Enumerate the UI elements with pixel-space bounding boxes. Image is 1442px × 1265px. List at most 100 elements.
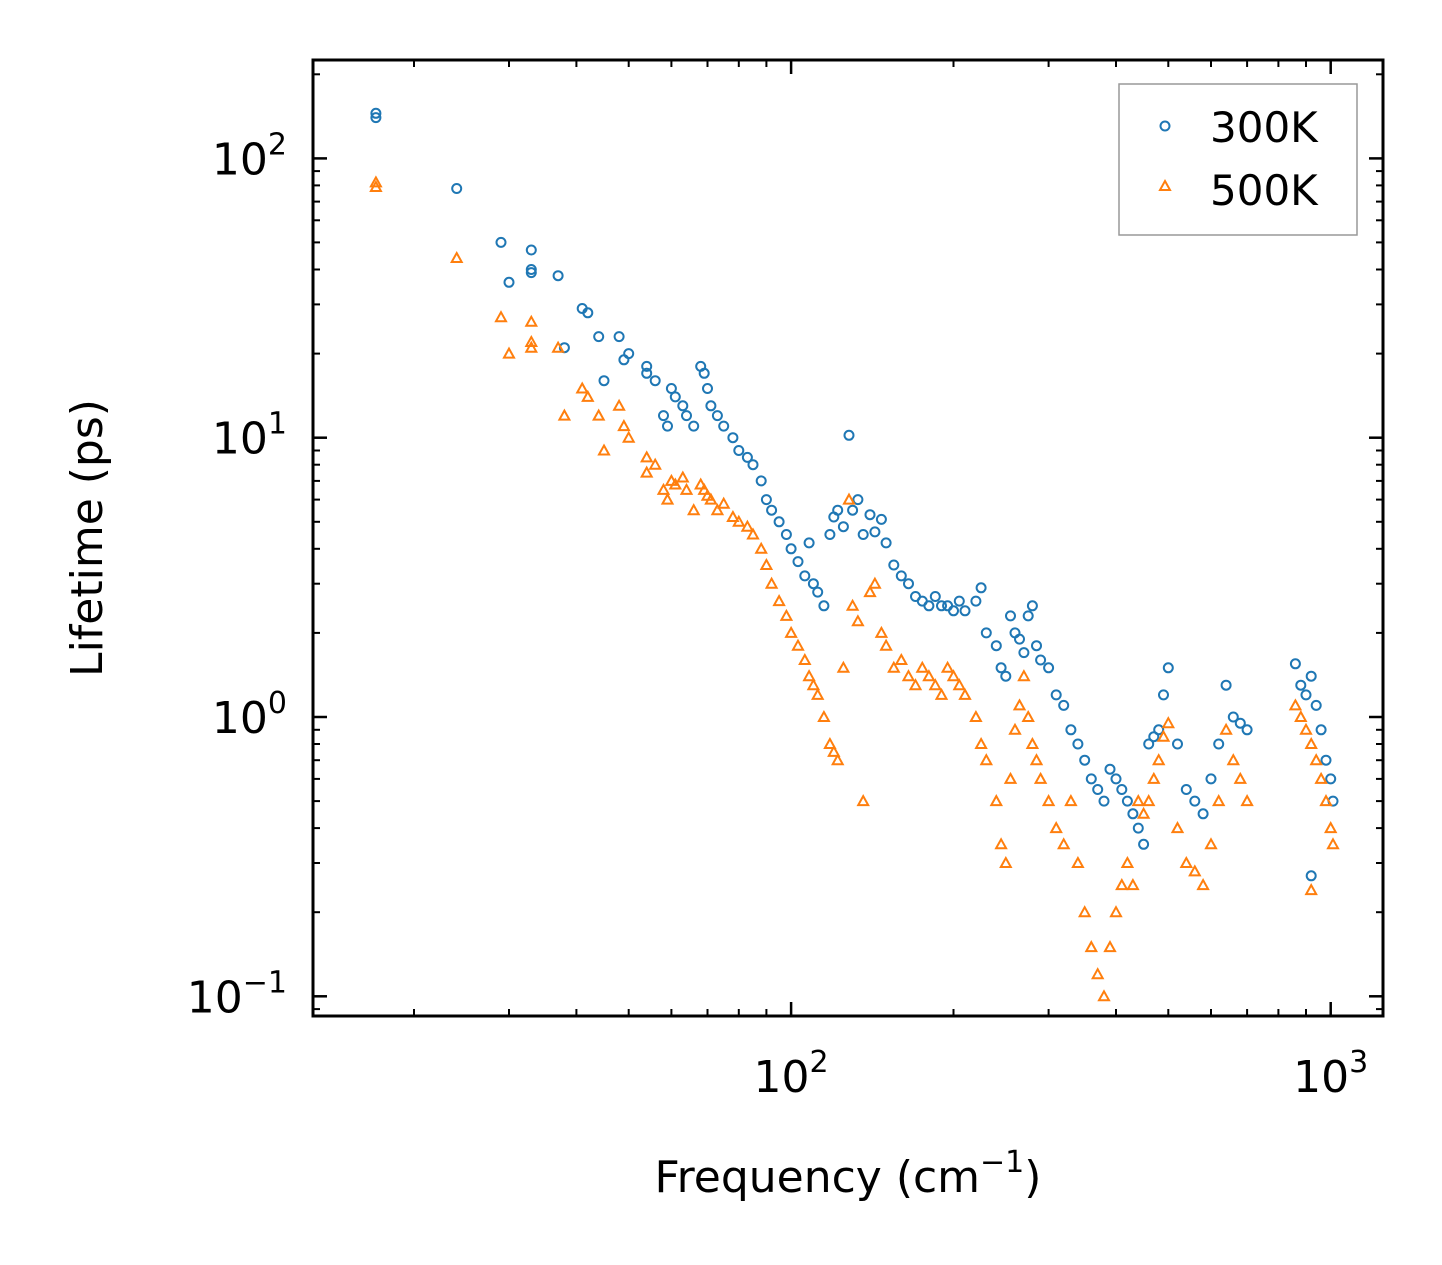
major-ticks	[313, 60, 1383, 1016]
point-500k-38	[759, 557, 774, 570]
point-500k-117	[1240, 794, 1254, 807]
point-300k-39	[766, 504, 778, 516]
point-300k-43	[792, 556, 804, 568]
x-tick-label-exponent: 3	[1349, 1045, 1368, 1080]
point-300k-109	[1180, 784, 1192, 795]
point-300k-13	[598, 375, 610, 387]
point-500k-12	[592, 408, 606, 421]
legend-label-500k: 500K	[1210, 166, 1319, 215]
point-300k-84	[1026, 600, 1038, 612]
point-300k-21	[662, 420, 673, 432]
y-tick-label-base: 10	[212, 693, 268, 744]
point-300k-88	[1050, 689, 1062, 701]
point-500k-57	[863, 585, 877, 598]
point-500k-123	[1314, 771, 1328, 784]
point-300k-41	[780, 529, 792, 540]
data-points-layer	[369, 107, 1340, 1002]
point-500k-81	[1012, 698, 1027, 711]
point-500k-75	[979, 753, 993, 766]
point-300k-68	[936, 600, 947, 612]
point-500k-68	[934, 687, 949, 700]
point-300k-110	[1189, 795, 1201, 807]
point-300k-92	[1079, 754, 1091, 766]
y-axis-label: Lifetime (ps)	[62, 399, 113, 677]
point-300k-121	[1305, 670, 1317, 682]
point-300k-38	[760, 494, 772, 506]
point-300k-40	[773, 516, 785, 528]
point-500k-14	[612, 398, 626, 411]
point-500k-20	[656, 482, 671, 495]
point-500k-105	[1152, 753, 1166, 766]
point-500k-17	[640, 450, 654, 463]
point-500k-40	[772, 594, 786, 607]
point-300k-2	[451, 183, 463, 194]
point-300k-119	[1295, 679, 1307, 691]
point-300k-107	[1162, 662, 1174, 674]
point-500k-102	[1136, 806, 1151, 819]
point-300k-26	[688, 420, 700, 432]
point-500k-77	[994, 837, 1008, 850]
point-500k-74	[974, 736, 988, 749]
point-500k-110	[1188, 864, 1202, 877]
point-300k-117	[1241, 724, 1253, 736]
point-300k-52	[837, 521, 849, 533]
point-500k-42	[784, 625, 798, 638]
point-300k-115	[1227, 711, 1239, 723]
point-500k-112	[1204, 837, 1218, 850]
point-500k-28	[697, 482, 711, 495]
point-500k-18	[640, 465, 654, 478]
point-300k-96	[1104, 763, 1116, 775]
point-500k-89	[1057, 837, 1071, 850]
point-500k-92	[1078, 905, 1092, 918]
point-300k-7	[525, 267, 537, 279]
point-300k-125	[1325, 773, 1337, 785]
point-300k-98	[1116, 784, 1128, 795]
point-300k-85	[1031, 640, 1042, 652]
point-500k-2	[450, 250, 464, 263]
point-500k-44	[798, 652, 812, 665]
point-500k-85	[1029, 753, 1044, 766]
point-500k-66	[922, 669, 936, 682]
point-300k-99	[1121, 795, 1133, 807]
point-500k-31	[710, 503, 725, 516]
point-500k-108	[1170, 821, 1185, 834]
point-500k-41	[779, 608, 794, 621]
point-300k-14	[613, 331, 625, 343]
point-500k-78	[999, 855, 1013, 868]
point-500k-98	[1115, 878, 1129, 891]
point-500k-126	[1326, 837, 1340, 850]
point-300k-94	[1092, 784, 1104, 795]
point-500k-55	[851, 614, 865, 627]
point-500k-1	[369, 179, 383, 192]
point-500k-83	[1021, 709, 1035, 722]
point-500k-88	[1049, 821, 1063, 834]
point-500k-54	[845, 598, 860, 611]
point-300k-116	[1234, 717, 1246, 729]
point-300k-67	[929, 591, 941, 602]
legend-marker-300k	[1159, 120, 1171, 132]
point-300k-45	[803, 537, 815, 549]
y-tick-label-1: 100	[212, 686, 287, 744]
point-300k-47	[812, 586, 824, 598]
point-500k-119	[1294, 709, 1308, 722]
point-500k-58	[868, 576, 882, 589]
y-tick-label-base: 10	[212, 134, 268, 185]
point-500k-48	[817, 709, 831, 722]
point-300k-23	[669, 391, 681, 403]
point-300k-100	[1127, 808, 1139, 820]
point-300k-31	[711, 410, 723, 422]
series-300k	[370, 107, 1339, 882]
point-300k-70	[948, 605, 959, 617]
point-500k-64	[908, 678, 923, 691]
point-500k-21	[660, 492, 675, 505]
x-tick-label-exponent: 2	[810, 1045, 829, 1080]
point-500k-10	[575, 381, 589, 394]
point-500k-36	[746, 527, 760, 540]
point-500k-71	[952, 678, 966, 691]
point-300k-87	[1043, 662, 1055, 674]
point-500k-96	[1103, 940, 1117, 953]
point-300k-11	[582, 307, 594, 319]
point-300k-75	[980, 627, 992, 639]
point-500k-86	[1033, 771, 1048, 784]
point-300k-25	[681, 410, 692, 422]
